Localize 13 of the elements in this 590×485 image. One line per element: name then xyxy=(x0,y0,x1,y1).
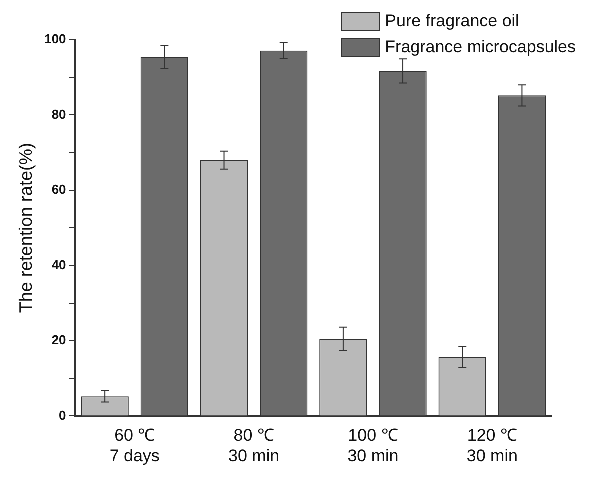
y-tick-label: 20 xyxy=(52,332,66,348)
y-axis-title: The retention rate(%) xyxy=(16,143,36,314)
y-tick-label: 100 xyxy=(44,32,66,47)
y-tick-label: 0 xyxy=(59,408,66,423)
legend-label: Fragrance microcapsules xyxy=(385,38,576,57)
x-tick-label: 80 ℃ 30 min xyxy=(228,426,280,466)
y-tick-label: 40 xyxy=(52,257,66,272)
y-tick-label: 80 xyxy=(52,106,66,122)
y-tick-label: 60 xyxy=(52,182,66,198)
x-tick-label: 120 ℃ 30 min xyxy=(466,426,518,466)
legend-label: Pure fragrance oil xyxy=(385,12,520,31)
x-tick-label: 100 ℃ 30 min xyxy=(348,426,399,466)
x-tick-label: 60 ℃ 7 days xyxy=(110,426,160,466)
